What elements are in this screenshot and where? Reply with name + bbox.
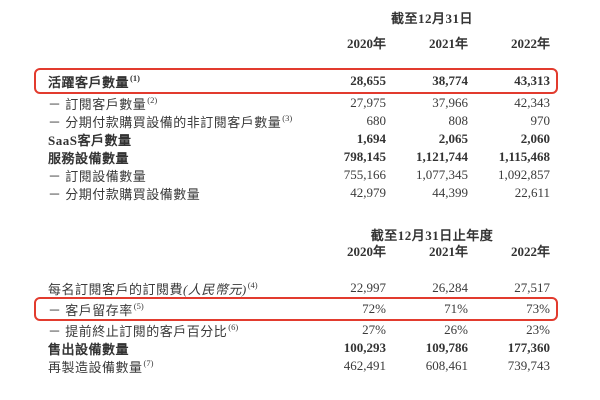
row-value-2022: 970: [530, 113, 551, 128]
table-row: 每名訂閱客戶的訂閱費(人民幣元)(4) 22,997 26,284 27,517: [48, 279, 550, 297]
row-label-text: 每名訂閱客戶的訂閱費: [48, 281, 184, 297]
row-value-2020: 27,975: [350, 95, 386, 110]
row-value-2022: 2,060: [520, 131, 550, 146]
row-value-2022: 22,611: [514, 185, 550, 200]
row-label-text: － 客戶留存率: [48, 302, 133, 318]
table1-year-2022: 2022年: [510, 36, 550, 51]
row-label-text: 再製造設備數量: [48, 359, 143, 375]
row-value-2022: 42,343: [514, 95, 550, 110]
row-label-text: － 提前終止訂閱的客戶百分比: [48, 323, 228, 339]
row-label-text: 售出設備數量: [48, 341, 130, 357]
row-label: － 客戶留存率(5): [48, 300, 304, 319]
table-row: － 客戶留存率(5) 72% 71% 73%: [48, 297, 550, 321]
table1-year-2021: 2021年: [428, 36, 468, 51]
row-label-text: SaaS客戶數量: [48, 132, 132, 148]
row-value-2020: 100,293: [343, 340, 386, 355]
row-label: 活躍客戶數量(1): [48, 72, 304, 91]
row-label-italic: (人民幣元): [183, 281, 247, 297]
row-label-text: － 分期付款購買設備數量: [48, 186, 201, 202]
row-value-2021: 26%: [444, 322, 468, 337]
table-row: 服務設備數量 798,145 1,121,744 1,115,468: [48, 148, 550, 166]
footnote-ref: (4): [247, 280, 258, 291]
row-value-2021: 26,284: [432, 280, 468, 295]
table-row: 活躍客戶數量(1) 28,655 38,774 43,313: [48, 68, 550, 94]
row-label: － 分期付款購買設備數量: [48, 184, 304, 203]
row-value-2020: 27%: [362, 322, 386, 337]
row-value-2021: 44,399: [432, 185, 468, 200]
row-value-2022: 27,517: [514, 280, 550, 295]
table2-year-2021: 2021年: [428, 244, 468, 259]
table2-period-header: 截至12月31日止年度: [370, 227, 494, 243]
highlighted-row-active-customers: 活躍客戶數量(1) 28,655 38,774 43,313: [34, 68, 558, 94]
row-value-2020: 680: [366, 113, 387, 128]
row-label-text: － 訂閱客戶數量: [48, 96, 147, 112]
table1-year-2020: 2020年: [346, 36, 386, 51]
row-value-2022: 73%: [526, 301, 550, 316]
table-row: － 分期付款購買設備的非訂閱客戶數量(3) 680 808 970: [48, 112, 550, 130]
table1-year-header-row: 2020年 2021年 2022年: [48, 34, 550, 51]
row-label: － 訂閱設備數量: [48, 166, 304, 185]
table2-year-2022: 2022年: [510, 244, 550, 259]
table-row: 售出設備數量 100,293 109,786 177,360: [48, 339, 550, 357]
row-value-2021: 37,966: [432, 95, 468, 110]
highlighted-row-retention-rate: － 客戶留存率(5) 72% 71% 73%: [34, 297, 558, 321]
row-label: － 分期付款購買設備的非訂閱客戶數量(3): [48, 112, 304, 131]
row-value-2020: 22,997: [350, 280, 386, 295]
footnote-ref: (3): [282, 113, 293, 124]
row-value-2022: 739,743: [507, 358, 550, 373]
row-value-2022: 43,313: [514, 73, 550, 88]
row-label: － 提前終止訂閱的客戶百分比(6): [48, 321, 304, 340]
table-annual-metrics: 截至12月31日止年度 2020年 2021年 2022年 每名訂閱客戶的訂閱費…: [34, 226, 558, 375]
row-value-2020: 462,491: [343, 358, 386, 373]
row-label-text: － 訂閱設備數量: [48, 168, 147, 184]
row-label: 每名訂閱客戶的訂閱費(人民幣元)(4): [48, 279, 304, 298]
row-label: 售出設備數量: [48, 339, 304, 358]
row-value-2022: 1,115,468: [498, 149, 550, 164]
footnote-ref: (7): [143, 358, 154, 369]
footnote-ref: (5): [133, 301, 144, 312]
table2-year-2020: 2020年: [346, 244, 386, 259]
row-value-2021: 38,774: [432, 73, 468, 88]
row-value-2022: 1,092,857: [498, 167, 550, 182]
table1-period-header: 截至12月31日: [390, 11, 473, 26]
table-row: － 訂閱客戶數量(2) 27,975 37,966 42,343: [48, 94, 550, 112]
table2-period-header-row: 截至12月31日止年度: [48, 226, 550, 243]
row-value-2021: 1,121,744: [416, 149, 468, 164]
row-value-2021: 808: [448, 113, 469, 128]
row-label: － 訂閱客戶數量(2): [48, 94, 304, 113]
table-row: － 訂閱設備數量 755,166 1,077,345 1,092,857: [48, 166, 550, 184]
row-label-text: － 分期付款購買設備的非訂閱客戶數量: [48, 114, 282, 130]
table-customer-device-metrics: 截至12月31日 2020年 2021年 2022年 活躍客戶數量(1) 28,…: [34, 9, 558, 202]
row-value-2021: 2,065: [438, 131, 468, 146]
row-value-2021: 109,786: [425, 340, 468, 355]
row-value-2020: 72%: [362, 301, 386, 316]
table-row: － 提前終止訂閱的客戶百分比(6) 27% 26% 23%: [48, 321, 550, 339]
row-value-2020: 1,694: [356, 131, 386, 146]
row-value-2021: 608,461: [425, 358, 468, 373]
row-value-2021: 71%: [444, 301, 468, 316]
table2-year-header-row: 2020年 2021年 2022年: [48, 242, 550, 259]
row-label: 服務設備數量: [48, 148, 304, 167]
row-value-2021: 1,077,345: [416, 167, 468, 182]
row-label: SaaS客戶數量: [48, 130, 304, 149]
row-value-2020: 755,166: [343, 167, 386, 182]
row-value-2022: 177,360: [507, 340, 550, 355]
table-row: － 分期付款購買設備數量 42,979 44,399 22,611: [48, 184, 550, 202]
table-row: 再製造設備數量(7) 462,491 608,461 739,743: [48, 357, 550, 375]
row-label-text: 活躍客戶數量: [48, 74, 130, 90]
row-value-2022: 23%: [526, 322, 550, 337]
row-label: 再製造設備數量(7): [48, 357, 304, 376]
footnote-ref: (2): [147, 95, 158, 106]
row-value-2020: 798,145: [343, 149, 386, 164]
row-value-2020: 28,655: [350, 73, 386, 88]
table1-period-header-row: 截至12月31日: [48, 9, 550, 26]
footnote-ref: (6): [228, 322, 239, 333]
row-label-text: 服務設備數量: [48, 150, 130, 166]
table-row: SaaS客戶數量 1,694 2,065 2,060: [48, 130, 550, 148]
footnote-ref: (1): [130, 73, 140, 84]
row-value-2020: 42,979: [350, 185, 386, 200]
